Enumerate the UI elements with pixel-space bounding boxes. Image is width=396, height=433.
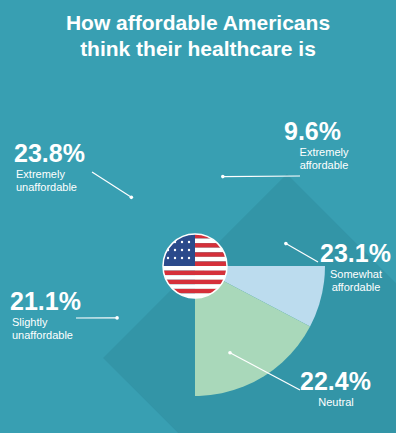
- category-label: Extremely affordable: [288, 146, 360, 172]
- flag-star: [181, 241, 183, 243]
- data-label: 23.1%: [320, 240, 391, 266]
- category-label: Extremely unaffordable: [16, 168, 88, 194]
- shadow: [103, 174, 396, 433]
- flag-star: [181, 249, 183, 251]
- flag-star: [188, 249, 190, 251]
- leader-dot: [115, 316, 119, 320]
- data-label: 21.1%: [10, 288, 81, 314]
- flag-stripe: [163, 280, 227, 285]
- flag-stripe: [163, 266, 227, 271]
- category-label: Somewhat affordable: [320, 268, 392, 294]
- flag-star: [167, 257, 169, 259]
- flag-stripe: [163, 275, 227, 280]
- flag-star: [181, 257, 183, 259]
- data-label: 9.6%: [284, 118, 341, 144]
- leader-dot: [228, 351, 232, 355]
- leader-dot: [284, 242, 288, 246]
- flag-ring: [163, 234, 227, 298]
- flag-star: [174, 249, 176, 251]
- leader-dot: [221, 175, 225, 179]
- leader-line: [223, 175, 300, 177]
- title: How affordable Americans think their hea…: [53, 10, 343, 62]
- flag-star: [188, 257, 190, 259]
- data-label: 23.8%: [14, 140, 85, 166]
- flag-stripe: [163, 271, 227, 276]
- leader-line: [76, 317, 117, 318]
- flag-star: [174, 257, 176, 259]
- flag: [163, 234, 227, 298]
- leaders: [76, 172, 318, 390]
- leader-line: [286, 244, 318, 262]
- leader-line: [230, 353, 300, 390]
- flag-star: [167, 241, 169, 243]
- leader-dot: [130, 196, 134, 200]
- category-label: Neutral: [300, 396, 372, 409]
- leader-line: [92, 172, 131, 197]
- category-label: Slightly unaffordable: [12, 316, 84, 342]
- flag-star: [188, 241, 190, 243]
- data-label: 22.4%: [300, 368, 371, 394]
- slice: [195, 266, 310, 396]
